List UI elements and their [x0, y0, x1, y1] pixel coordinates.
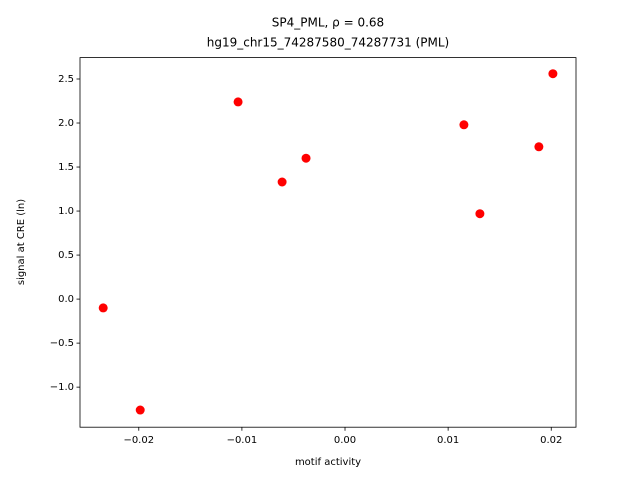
y-tick-label: −0.5: [50, 338, 74, 349]
point: [548, 69, 558, 79]
y-tick-label: 0.5: [58, 250, 74, 261]
y-tick-label: 2.0: [58, 118, 74, 129]
point: [233, 97, 243, 107]
chart-subtitle: hg19_chr15_74287580_74287731 (PML): [207, 36, 450, 50]
point: [534, 142, 544, 152]
x-tick-label: 0.00: [334, 435, 356, 446]
chart-title: SP4_PML, ρ = 0.68: [272, 16, 384, 30]
x-tick-label: 0.01: [437, 435, 459, 446]
y-tick-label: 2.5: [58, 74, 74, 85]
point: [98, 303, 108, 313]
point: [277, 177, 287, 187]
point: [301, 153, 311, 163]
y-tick-label: 0.0: [58, 294, 74, 305]
point: [459, 120, 469, 130]
x-tick-label: −0.02: [123, 435, 154, 446]
x-axis-label: motif activity: [295, 457, 361, 468]
point: [135, 405, 145, 415]
plot-frame: [79, 57, 577, 428]
x-tick-label: −0.01: [227, 435, 258, 446]
y-tick-label: 1.5: [58, 162, 74, 173]
x-tick-label: 0.02: [540, 435, 562, 446]
y-axis-label: signal at CRE (ln): [16, 199, 27, 285]
y-tick-label: −1.0: [50, 382, 74, 393]
point: [475, 209, 485, 219]
y-tick-label: 1.0: [58, 206, 74, 217]
